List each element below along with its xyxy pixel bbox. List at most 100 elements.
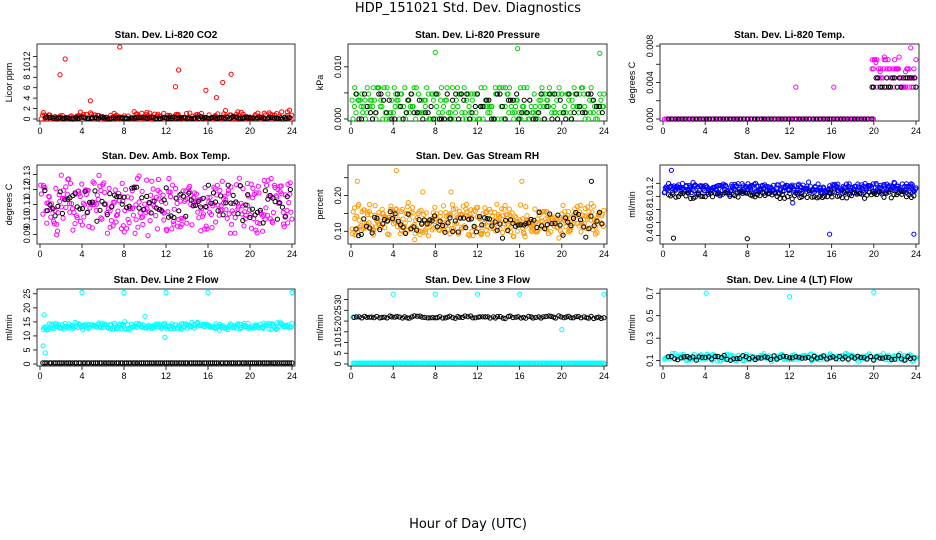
data-point <box>224 360 230 366</box>
data-point <box>503 217 509 223</box>
data-point <box>73 114 79 120</box>
data-point <box>99 216 105 222</box>
data-point <box>79 181 85 187</box>
y-tick-label: 30 <box>333 295 343 305</box>
y-axis-label: degrees C <box>627 61 637 103</box>
x-tick-label: 4 <box>703 126 708 136</box>
data-point <box>906 66 912 72</box>
data-point <box>179 221 185 227</box>
data-point <box>790 200 796 206</box>
data-point <box>794 191 800 197</box>
data-point <box>464 209 470 215</box>
data-point <box>582 103 588 110</box>
data-point <box>247 214 253 221</box>
data-point <box>548 313 554 319</box>
data-point <box>117 44 123 50</box>
data-point <box>687 355 693 361</box>
data-point <box>489 223 495 229</box>
data-point <box>908 45 914 51</box>
data-point <box>547 211 553 217</box>
data-point <box>485 110 491 116</box>
data-point <box>439 110 445 116</box>
data-point <box>477 314 483 320</box>
data-point <box>531 91 537 97</box>
data-point <box>51 221 57 227</box>
data-point <box>573 314 579 320</box>
data-point <box>431 116 437 122</box>
data-point <box>670 350 676 356</box>
data-point <box>499 206 505 212</box>
data-point <box>601 207 607 213</box>
data-point <box>145 233 151 239</box>
data-point <box>601 91 607 97</box>
data-point <box>884 66 890 72</box>
data-point <box>540 314 546 320</box>
data-point <box>407 216 413 223</box>
data-point <box>351 314 357 320</box>
data-point <box>71 209 77 216</box>
data-point <box>751 116 758 122</box>
data-point <box>683 193 689 199</box>
data-point <box>513 103 519 110</box>
data-point <box>219 178 225 184</box>
data-point <box>166 175 172 182</box>
data-point <box>877 355 883 361</box>
data-point <box>601 360 607 366</box>
x-tick-label: 24 <box>287 249 297 259</box>
data-point <box>526 313 532 319</box>
data-point <box>419 314 425 320</box>
data-point <box>405 97 411 103</box>
data-point <box>468 216 474 222</box>
data-point <box>494 201 500 207</box>
data-point <box>467 233 473 239</box>
y-tick-label: 6 <box>22 85 32 90</box>
data-point <box>223 207 229 213</box>
data-point <box>394 313 400 320</box>
data-point <box>356 217 362 223</box>
data-point <box>528 216 534 223</box>
data-point <box>581 314 587 320</box>
data-point <box>434 224 440 230</box>
data-point <box>79 206 86 212</box>
data-point <box>121 229 127 235</box>
data-point <box>469 110 475 116</box>
data-point <box>543 313 549 320</box>
data-point <box>146 200 152 206</box>
data-point <box>357 97 363 103</box>
data-point <box>176 208 182 214</box>
y-axis-label: ml/min <box>315 314 325 341</box>
data-point <box>167 193 174 200</box>
data-point <box>560 202 566 208</box>
data-point <box>461 97 467 103</box>
data-point <box>544 210 550 216</box>
data-point <box>456 116 462 122</box>
y-tick-label: 0.1 <box>645 354 655 367</box>
x-tick-label: 4 <box>703 249 708 259</box>
data-point <box>254 220 260 226</box>
data-point <box>119 201 125 207</box>
data-point <box>423 210 429 216</box>
data-point <box>829 194 835 200</box>
data-point <box>783 354 790 360</box>
data-point <box>831 84 837 90</box>
data-point <box>225 182 231 188</box>
data-point <box>437 213 443 219</box>
series-raw <box>350 291 607 366</box>
data-point <box>712 353 718 360</box>
data-point <box>371 97 377 103</box>
data-point <box>286 200 292 206</box>
data-point <box>246 207 253 213</box>
data-point <box>512 223 519 229</box>
data-point <box>870 84 877 90</box>
data-point <box>570 315 576 321</box>
data-point <box>913 84 919 90</box>
data-point <box>369 97 375 103</box>
data-point <box>834 193 841 199</box>
data-point <box>215 202 221 208</box>
data-point <box>857 116 863 122</box>
data-point <box>475 204 481 210</box>
data-point <box>597 91 603 97</box>
data-point <box>881 194 887 200</box>
data-point <box>134 184 140 190</box>
